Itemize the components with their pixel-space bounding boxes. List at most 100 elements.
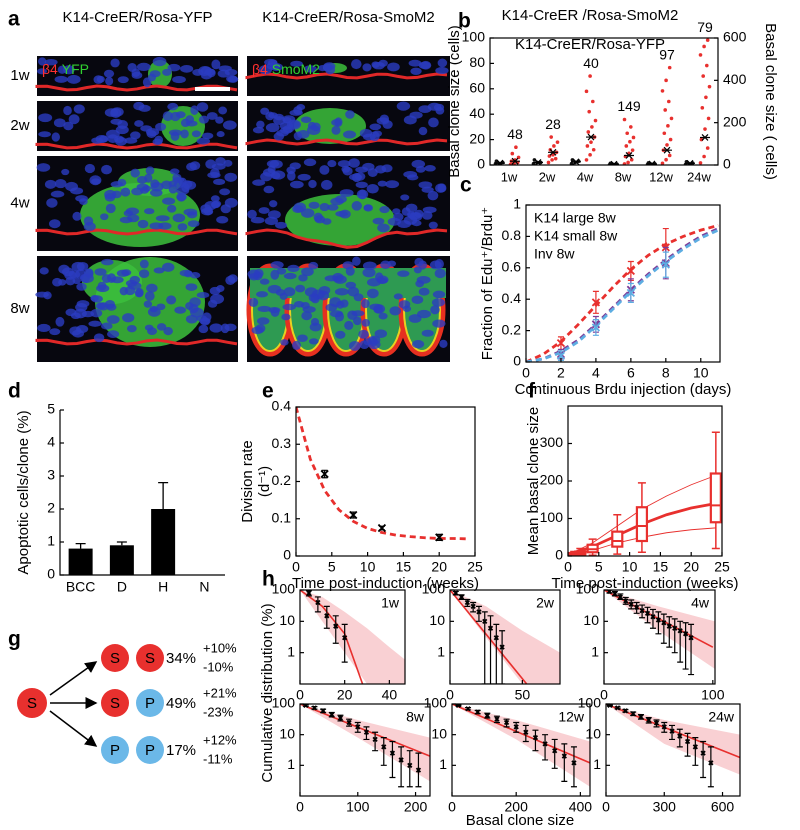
nucleus [280, 339, 289, 346]
nucleus [191, 130, 201, 138]
cell-letter: S [145, 650, 155, 667]
error-bar [684, 732, 691, 757]
data-point [324, 613, 330, 619]
fit-line [296, 407, 468, 541]
panel-label: d [8, 380, 21, 403]
x-tick-label: 200 [404, 799, 428, 815]
nucleus [38, 57, 47, 66]
data-point [552, 144, 556, 148]
nucleus [144, 291, 155, 301]
panel-label: f [528, 380, 536, 403]
nucleus [131, 68, 141, 77]
axis-frame [299, 703, 431, 797]
data-point [623, 598, 629, 604]
data-point [329, 711, 335, 718]
nucleus [196, 102, 209, 112]
data-point [629, 157, 634, 162]
fate-lower-ci: -11% [203, 751, 233, 766]
data-point [668, 137, 673, 142]
chart-title: 2w [536, 595, 555, 611]
confidence-band [300, 704, 430, 782]
error-bar [314, 596, 321, 613]
nucleus [220, 204, 231, 214]
nucleus [68, 114, 80, 125]
data-point [705, 63, 709, 68]
nucleus [351, 59, 362, 70]
nucleus [72, 277, 81, 285]
error-bar [499, 630, 506, 684]
cell-letter: P [145, 742, 155, 759]
plot-area [450, 590, 560, 684]
data-point [514, 145, 518, 150]
y-tick-label: 0.2 [502, 321, 522, 337]
y-tick-label: 4 [47, 434, 55, 450]
mean-marker [548, 148, 558, 156]
nucleus [71, 261, 85, 272]
nucleus [410, 67, 422, 75]
nucleus [308, 201, 320, 209]
data-point [523, 729, 529, 735]
y-axis-label: Cumulative distribution (%) [259, 603, 276, 782]
x-tick-label: 20 [431, 559, 447, 575]
bar [151, 509, 176, 575]
nucleus [104, 108, 119, 117]
column-header: K14-CreER/Rosa-SmoM2 [262, 9, 435, 26]
nucleus [302, 306, 316, 313]
data-point [552, 748, 558, 754]
data-point [435, 533, 444, 542]
nucleus [342, 130, 357, 139]
nucleus [352, 172, 362, 183]
chart-title: 1w [381, 595, 400, 611]
chart-title: 12w [558, 709, 585, 725]
nucleus [280, 126, 293, 134]
nucleus [196, 137, 211, 145]
x-tick-label: 20 [337, 687, 353, 703]
nucleus [321, 179, 333, 190]
nucleus [138, 104, 151, 112]
data-point [591, 323, 601, 332]
error-bar [677, 620, 684, 663]
nucleus [127, 214, 140, 223]
nucleus [36, 163, 51, 172]
nucleus [308, 293, 319, 302]
nucleus [162, 68, 172, 76]
y-tick-label: 40 [469, 105, 485, 121]
nucleus [256, 120, 265, 129]
data-point [703, 127, 707, 131]
y-tick-label: 100 [578, 695, 602, 711]
error-bar [389, 740, 396, 779]
nucleus [48, 219, 61, 229]
data-point [677, 733, 683, 739]
nucleus [55, 316, 65, 327]
nucleus [192, 68, 204, 76]
nucleus [296, 104, 306, 111]
data-point [556, 339, 566, 348]
y-tick-label: 1 [439, 756, 447, 772]
nucleus [63, 121, 74, 131]
nucleus [176, 193, 186, 202]
y-tick-label: 100 [272, 581, 296, 597]
data-point [311, 705, 318, 711]
nucleus [335, 330, 346, 339]
error-bar [158, 481, 169, 509]
data-point [700, 750, 706, 756]
y-tick-label: 1 [287, 643, 295, 659]
nucleus [287, 264, 300, 273]
nucleus [84, 163, 96, 174]
y-axis-label: Apoptotic cells/clone (%) [15, 410, 32, 574]
nucleus [431, 298, 445, 307]
y-tick-label: 0 [477, 156, 485, 172]
nucleus [167, 63, 181, 72]
data-point [407, 762, 413, 768]
nucleus [216, 216, 229, 224]
y-tick-label: 2 [47, 500, 55, 516]
nucleus [309, 322, 322, 332]
data-point [666, 623, 672, 629]
fate-upper-ci: +12% [203, 732, 237, 747]
nucleus [170, 111, 181, 122]
data-point [591, 147, 596, 152]
nucleus [53, 118, 66, 128]
nucleus [421, 329, 434, 337]
data-point [624, 144, 629, 148]
cell-letter: P [145, 695, 155, 712]
